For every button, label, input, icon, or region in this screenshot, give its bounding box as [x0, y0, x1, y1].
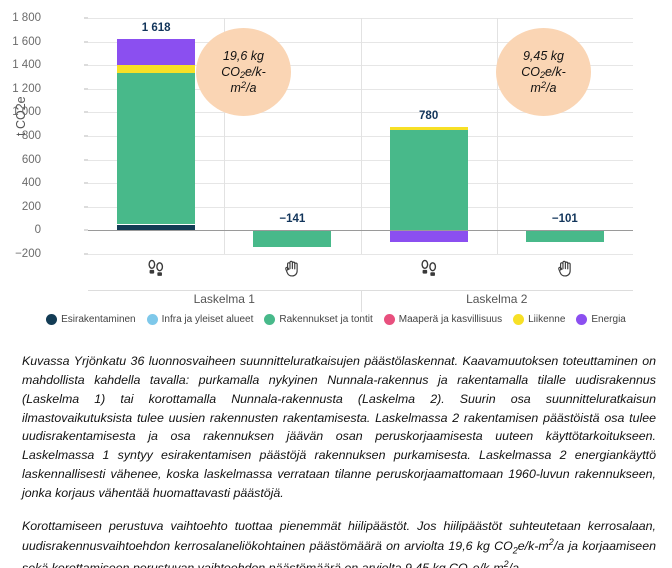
x-axis-icons — [88, 256, 633, 290]
legend-item-label: Liikenne — [528, 314, 566, 325]
y-tick-mark — [84, 182, 88, 184]
y-tick-label: 200 — [21, 200, 41, 213]
legend-swatch-icon — [576, 314, 588, 325]
legend-item-label: Rakennukset ja tontit — [279, 314, 373, 325]
caption-p2-b: e/k-m — [517, 538, 549, 553]
bar-segment[interactable] — [389, 126, 468, 131]
y-tick-mark — [84, 159, 88, 161]
bar-segment[interactable] — [389, 130, 468, 231]
y-tick-label: 1 400 — [12, 59, 41, 72]
y-tick-mark — [84, 41, 88, 43]
bar-total-label: 780 — [419, 109, 439, 122]
y-tick-mark — [84, 229, 88, 231]
y-tick-label: 1 600 — [12, 35, 41, 48]
legend-item[interactable]: Rakennukset ja tontit — [264, 314, 373, 325]
caption-p2-c: /a ja korjaamiseen sekä korottamiseen pe… — [22, 538, 656, 568]
legend-item-label: Infra ja yleiset alueet — [161, 314, 254, 325]
legend-swatch-icon — [383, 314, 395, 325]
category-separator — [360, 18, 362, 254]
y-tick-label: 800 — [21, 130, 41, 142]
zero-line — [88, 230, 633, 232]
y-tick-mark — [84, 17, 88, 19]
category-separator — [224, 18, 226, 254]
y-tick-mark — [84, 253, 88, 255]
y-tick-label: −200 — [15, 248, 41, 260]
bar-column[interactable]: −141 — [253, 18, 332, 254]
bar-total-label: −101 — [551, 213, 578, 226]
caption-paragraph-2: Korottamiseen perustuva vaihtoehto tuott… — [22, 517, 656, 568]
y-tick-mark — [84, 135, 88, 137]
bar-total-label: −141 — [279, 213, 306, 226]
bar-column[interactable]: −101 — [525, 18, 604, 254]
bar-segment[interactable] — [117, 72, 196, 225]
legend-swatch-icon — [46, 314, 58, 325]
legend-item[interactable]: Infra ja yleiset alueet — [146, 314, 254, 325]
bubble-text: 9,45 kg CO2e/k-m2/a — [521, 49, 566, 95]
plot-area: 1 800 1 600 1 400 1 200 1 000 800 600 400 200 0 −2… — [12, 12, 633, 260]
y-tick-label: 0 — [34, 224, 41, 237]
bar-segment[interactable] — [525, 230, 604, 243]
legend-swatch-icon — [264, 314, 276, 325]
caption-paragraph-1: Kuvassa Yrjönkatu 36 luonnosvaiheen suun… — [22, 354, 656, 500]
footprints-icon — [126, 258, 186, 285]
bubble-laskelma-2: 9,45 kg CO2e/k-m2/a — [496, 28, 591, 116]
y-tick-mark — [84, 64, 88, 66]
group-label: Laskelma 2 — [466, 292, 528, 306]
legend-swatch-icon — [146, 314, 158, 325]
bubble-text: 19,6 kg CO2e/k-m2/a — [221, 49, 266, 95]
bar-column[interactable]: 780 — [389, 18, 468, 254]
caption-p2-sup1: 2 — [548, 536, 554, 547]
y-tick-mark — [84, 88, 88, 90]
caption-p2-d: e/k-m — [472, 560, 504, 568]
y-tick-mark — [84, 206, 88, 208]
y-tick-mark — [84, 111, 88, 113]
group-separator — [360, 290, 362, 312]
legend-item-label: Energia — [591, 314, 626, 325]
bar-segment[interactable] — [117, 39, 196, 66]
y-tick-label: 600 — [21, 153, 41, 166]
gridline — [88, 254, 633, 255]
legend-item-label: Maaperä ja kasvillisuus — [398, 314, 503, 325]
y-tick-label: 400 — [21, 177, 41, 190]
bubble-laskelma-1: 19,6 kg CO2e/k-m2/a — [196, 28, 291, 116]
bar-segment[interactable] — [253, 230, 332, 248]
bar-segment[interactable] — [117, 224, 196, 231]
caption-p2-e: /a. — [508, 560, 523, 568]
bar-column[interactable]: 1 618 — [117, 18, 196, 254]
category-separator — [496, 18, 498, 254]
y-tick-label: 1 800 — [12, 12, 41, 24]
emissions-bar-chart: t CO2e 1 800 1 600 1 400 1 200 1 000 800 600 40… — [0, 12, 672, 325]
bar-segment[interactable] — [117, 65, 196, 73]
group-label: Laskelma 1 — [193, 292, 255, 306]
hand-icon — [262, 258, 322, 285]
bar-segment[interactable] — [389, 230, 468, 243]
legend-item[interactable]: Esirakentaminen — [46, 314, 136, 325]
y-tick-label: 1 200 — [12, 82, 41, 95]
legend-item[interactable]: Liikenne — [513, 314, 565, 325]
figure-caption: Kuvassa Yrjönkatu 36 luonnosvaiheen suun… — [22, 352, 656, 568]
y-tick-label: 1 000 — [12, 106, 41, 119]
legend-item[interactable]: Energia — [576, 314, 626, 325]
bar-total-label: 1 618 — [141, 22, 171, 35]
footprints-icon — [399, 258, 459, 285]
caption-p2-a: Korottamiseen perustuva vaihtoehto tuott… — [22, 518, 656, 553]
legend-item-label: Esirakentaminen — [61, 314, 136, 325]
caption-p2-sub1: 2 — [512, 545, 518, 556]
legend-item[interactable]: Maaperä ja kasvillisuus — [383, 314, 503, 325]
chart-legend: Esirakentaminen Infra ja yleiset alueet Ra… — [0, 314, 672, 325]
hand-icon — [535, 258, 595, 285]
legend-swatch-icon — [513, 314, 525, 325]
caption-p2-sup2: 2 — [503, 558, 509, 568]
